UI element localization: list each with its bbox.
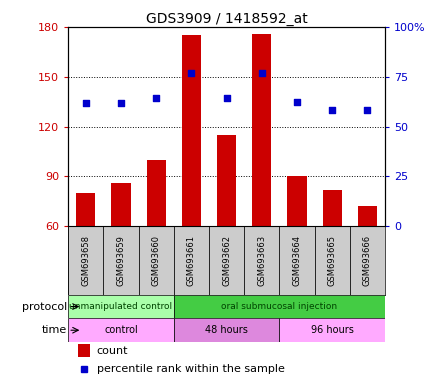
Bar	[147, 160, 166, 226]
Bar	[174, 295, 385, 318]
Text: GSM693658: GSM693658	[81, 235, 90, 286]
Point	[188, 70, 195, 76]
Text: GSM693664: GSM693664	[293, 235, 301, 286]
Text: GSM693661: GSM693661	[187, 235, 196, 286]
Bar	[279, 226, 315, 295]
Title: GDS3909 / 1418592_at: GDS3909 / 1418592_at	[146, 12, 308, 26]
Text: GSM693659: GSM693659	[117, 235, 125, 286]
Point	[364, 107, 371, 113]
Bar	[68, 226, 103, 295]
Bar	[323, 190, 342, 226]
Bar	[174, 318, 279, 342]
Text: control: control	[104, 325, 138, 335]
Text: GSM693665: GSM693665	[328, 235, 337, 286]
Bar	[279, 318, 385, 342]
Text: unmanipulated control: unmanipulated control	[70, 302, 172, 311]
Bar	[287, 176, 307, 226]
Point	[223, 95, 230, 101]
Bar	[358, 206, 377, 226]
Bar	[217, 135, 236, 226]
Text: protocol: protocol	[22, 301, 67, 311]
Bar	[103, 226, 139, 295]
Bar	[76, 193, 95, 226]
Point	[293, 99, 301, 105]
Bar	[174, 226, 209, 295]
Bar	[252, 33, 271, 226]
Bar	[244, 226, 279, 295]
Point	[153, 95, 160, 101]
Text: 48 hours: 48 hours	[205, 325, 248, 335]
Bar	[68, 295, 174, 318]
Text: GSM693660: GSM693660	[152, 235, 161, 286]
Point	[117, 100, 125, 106]
Bar	[139, 226, 174, 295]
Bar	[350, 226, 385, 295]
Text: time: time	[42, 325, 67, 335]
Text: percentile rank within the sample: percentile rank within the sample	[97, 364, 285, 374]
Point	[258, 70, 265, 76]
Point	[329, 107, 336, 113]
Bar	[78, 344, 90, 358]
Text: 96 hours: 96 hours	[311, 325, 354, 335]
Bar	[68, 318, 174, 342]
Bar	[111, 183, 131, 226]
Text: count: count	[97, 346, 128, 356]
Point	[82, 100, 89, 106]
Bar	[209, 226, 244, 295]
Text: GSM693662: GSM693662	[222, 235, 231, 286]
Bar	[182, 35, 201, 226]
Bar	[315, 226, 350, 295]
Text: oral submucosal injection: oral submucosal injection	[221, 302, 337, 311]
Text: GSM693666: GSM693666	[363, 235, 372, 286]
Text: GSM693663: GSM693663	[257, 235, 266, 286]
